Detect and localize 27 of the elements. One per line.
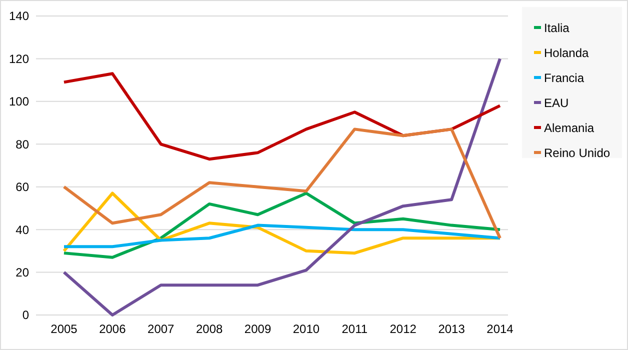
x-tick-label: 2013	[438, 322, 466, 336]
x-tick-label: 2014	[486, 322, 514, 336]
legend-label: Reino Unido	[544, 146, 610, 160]
x-tick-label: 2010	[292, 322, 320, 336]
x-tick-label: 2011	[342, 322, 368, 336]
y-tick-label: 0	[22, 308, 30, 322]
y-tick-label: 140	[8, 9, 30, 24]
legend-label: EAU	[544, 96, 569, 110]
x-tick-label: 2009	[244, 322, 272, 336]
x-tick-label: 2005	[50, 322, 78, 336]
x-tick-label: 2012	[390, 322, 417, 336]
line-series	[62, 57, 502, 316]
x-tick-label: 2008	[196, 322, 224, 336]
legend-label: Alemania	[544, 121, 594, 136]
legend-label: Holanda	[544, 46, 590, 60]
y-tick-label: 20	[16, 265, 30, 280]
y-tick-label: 60	[16, 180, 30, 194]
y-tick-label: 80	[16, 137, 30, 152]
y-tick-label: 120	[8, 52, 30, 66]
x-tick-label: 2006	[99, 322, 126, 336]
line-series	[62, 128, 502, 240]
y-tick-label: 100	[8, 94, 30, 109]
line-series	[62, 224, 502, 248]
x-tick-label: 2007	[148, 322, 175, 336]
legend-label: Francia	[544, 71, 584, 86]
legend-label: Italia	[544, 21, 570, 36]
y-tick-label: 40	[16, 222, 30, 237]
